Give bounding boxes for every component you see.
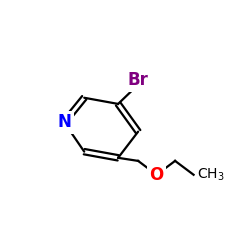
Text: O: O	[150, 166, 164, 184]
Text: CH$_3$: CH$_3$	[197, 166, 224, 183]
Text: Br: Br	[128, 71, 148, 89]
Text: N: N	[57, 114, 71, 132]
